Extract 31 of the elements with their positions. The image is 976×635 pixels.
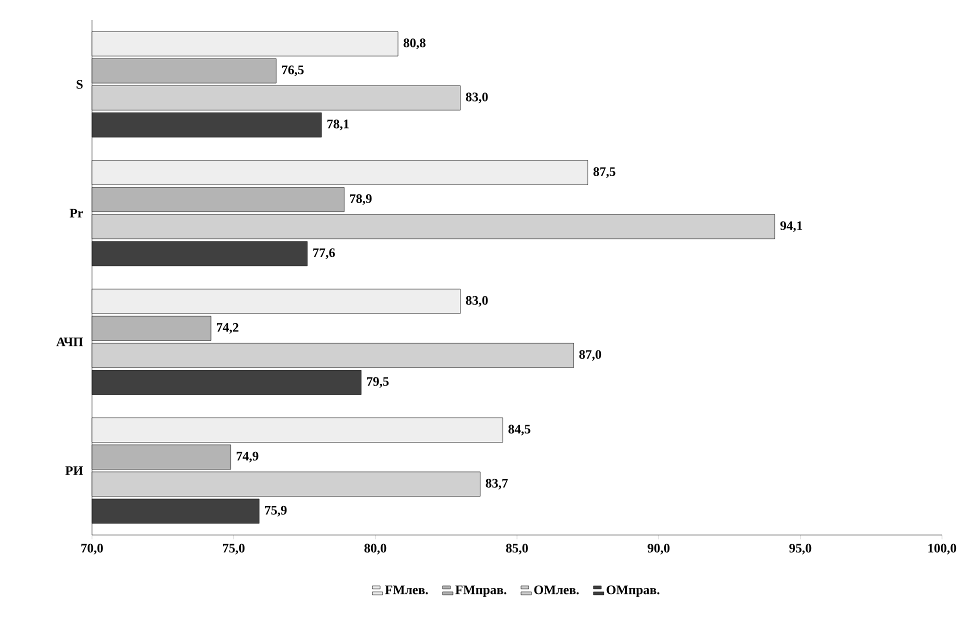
y-tick-label: Pr [70,208,83,218]
y-tick-label: РИ [65,466,83,475]
data-label: 83,0 [466,296,488,307]
data-label: 79,5 [367,377,389,388]
data-label: 83,0 [466,92,488,104]
data-label: 76,5 [282,66,304,76]
x-tick-label: 85,0 [506,544,528,554]
x-tick-label: 100,0 [928,544,956,554]
legend-label: FMправ. [455,586,506,597]
data-label: 77,6 [313,248,335,259]
y-tick-label: S [76,80,83,89]
data-label: 78,1 [327,120,349,130]
x-tick-label: 90,0 [648,544,670,554]
data-label: 74,2 [216,323,238,334]
data-label: 75,9 [265,506,287,516]
legend-label: OMлев. [534,586,579,594]
data-label: 94,1 [780,221,802,232]
x-tick-label: 75,0 [223,544,245,554]
x-tick-label: 95,0 [789,544,812,554]
data-label: 87,0 [579,350,602,361]
data-label: 84,5 [508,424,530,436]
legend-label: OMправ. [606,586,660,597]
data-label: 87,5 [593,167,616,178]
x-tick-label: 80,0 [364,544,386,554]
y-tick-label: АЧП [56,338,83,346]
data-label: 83,7 [486,478,508,490]
data-label: 80,8 [404,38,426,50]
data-label: 78,9 [350,194,372,205]
legend-label: FMлев. [385,586,428,594]
data-label: 74,9 [236,452,258,462]
x-tick-label: 70,0 [81,544,103,554]
